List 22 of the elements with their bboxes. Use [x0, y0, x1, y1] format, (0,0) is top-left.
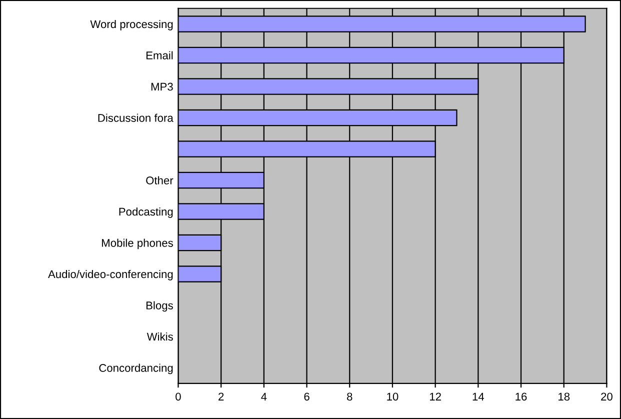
x-tick-label: 2: [218, 392, 224, 400]
y-tick-label: Mobile phones: [102, 238, 173, 250]
y-tick-label: Blogs: [146, 301, 173, 312]
y-tick-label: MP3: [151, 82, 173, 91]
x-tick-label: 16: [516, 392, 527, 401]
y-tick-label: Concordancing: [99, 364, 173, 374]
y-tick-label: Other: [146, 176, 174, 184]
x-tick-label: 8: [347, 392, 352, 401]
y-tick-label: Podcasting: [119, 207, 173, 218]
y-tick-label: Email: [146, 51, 173, 60]
y-tick-label: Audio/video-conferencing: [48, 270, 173, 280]
x-tick-label: 14: [472, 392, 484, 400]
x-tick-label: 20: [601, 392, 612, 401]
x-tick-label: 0: [176, 392, 181, 401]
x-tick-label: 4: [261, 392, 267, 400]
y-tick-label: Discussion fora: [98, 114, 174, 122]
x-tick-label: 12: [430, 392, 441, 400]
x-tick-label: 10: [387, 392, 398, 401]
y-tick-label: Word processing: [90, 20, 173, 30]
x-tick-label: 6: [304, 392, 310, 401]
x-tick-label: 18: [558, 392, 570, 401]
y-tick-label: Wikis: [146, 332, 173, 341]
